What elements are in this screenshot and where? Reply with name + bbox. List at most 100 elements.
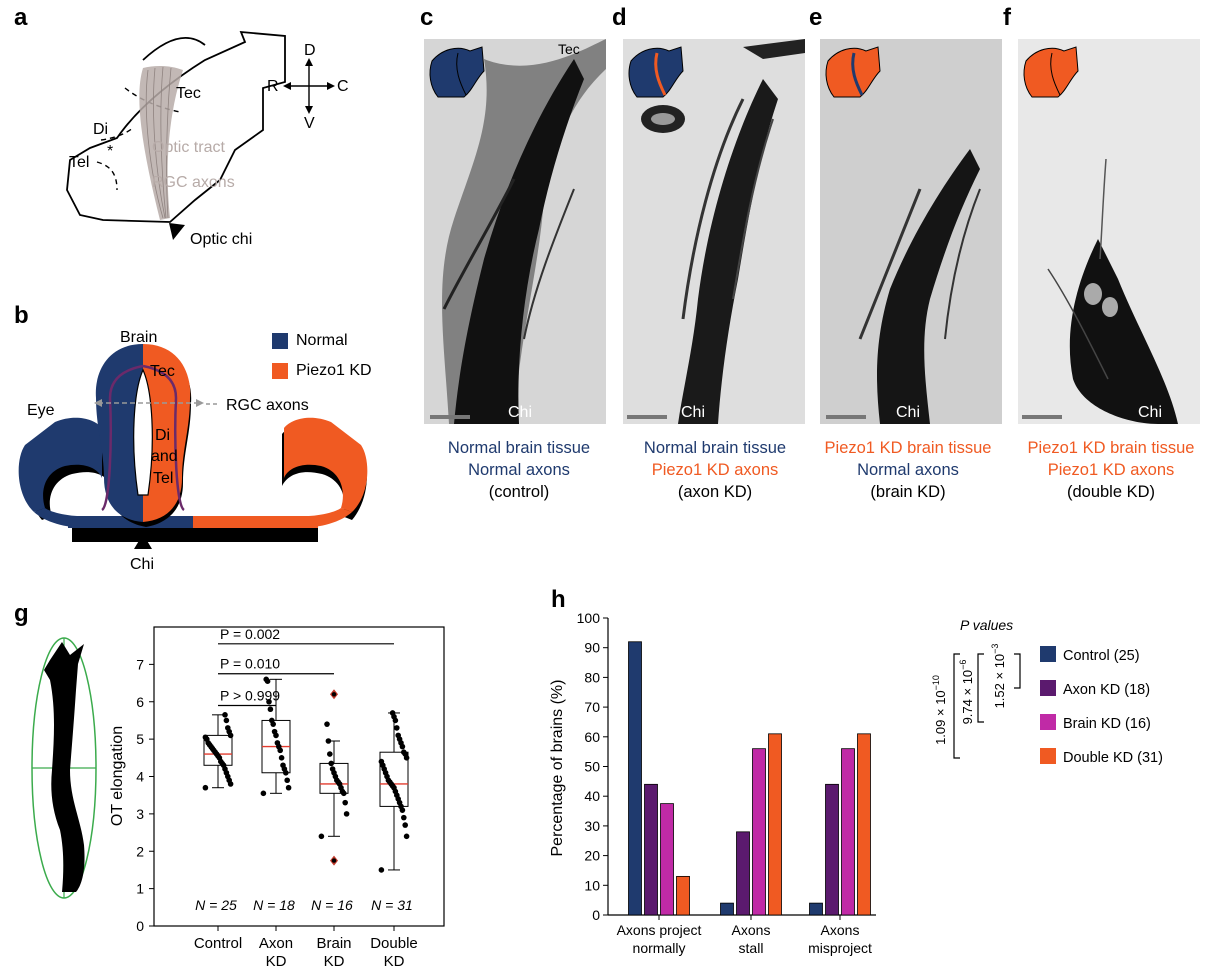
- label-chi: Chi: [130, 556, 154, 573]
- data-point: [324, 721, 330, 727]
- panel-label-d: d: [612, 4, 627, 31]
- caption-f-line2: Piezo1 KD axons: [1047, 461, 1175, 479]
- data-point: [401, 814, 407, 821]
- panel-label-c: c: [420, 4, 434, 31]
- outlier-dot: [331, 858, 337, 863]
- outlier-point: [330, 689, 338, 700]
- bar: [768, 733, 782, 916]
- dorsal-chimera-diagram: Brain Tec Di and Tel Eye RGC axons Chi: [18, 329, 368, 573]
- micro-e-bottom-label: Chi: [896, 404, 920, 421]
- chart-h-ytick-label: 40: [584, 788, 600, 804]
- data-point: [327, 751, 333, 757]
- legend-b-label-normal: Normal: [296, 332, 348, 349]
- box-iqr: [379, 751, 409, 807]
- chart-h-ytick-label: 60: [584, 729, 600, 745]
- data-point: [263, 676, 269, 683]
- chart-h-ytick-label: 50: [584, 759, 600, 775]
- caption-d: Normal brain tissue Piezo1 KD axons (axo…: [615, 437, 815, 503]
- significance-label: P = 0.010: [220, 656, 280, 672]
- panel-label-b: b: [14, 302, 29, 329]
- ot-elongation-schematic: [31, 637, 97, 899]
- data-point: [325, 738, 332, 744]
- chart-h-marks: [628, 641, 871, 916]
- label-b-tec: Tec: [150, 363, 175, 380]
- legend-b-item-kd: Piezo1 KD: [272, 362, 372, 380]
- chart-g-n-label: N = 31: [371, 897, 413, 913]
- label-optic-tract: Optic tract: [152, 139, 225, 156]
- chart-g-n-label: N = 16: [311, 897, 353, 913]
- p-value-2: 9.74 × 10−6: [958, 660, 975, 725]
- chart-g-xtick-label: Brain: [316, 935, 351, 952]
- tel-boundary: [96, 161, 118, 191]
- label-b-tel: Tel: [153, 470, 173, 487]
- data-point: [401, 749, 407, 756]
- legend-swatch: [1040, 646, 1056, 662]
- bar: [825, 783, 839, 916]
- panel-label-a: a: [14, 4, 28, 31]
- micrograph-e: Chi: [820, 39, 1002, 424]
- optic-chi-arrowhead: [169, 223, 185, 240]
- chart-h-group-label-line2: misproject: [808, 940, 872, 956]
- data-point: [403, 833, 410, 840]
- caption-c-line1: Normal brain tissue: [447, 439, 591, 457]
- data-point: [284, 777, 290, 784]
- data-point: [395, 732, 402, 739]
- chart-g-xtick-label-line2: KD: [384, 953, 405, 967]
- legend-b-item-normal: Normal: [272, 332, 372, 350]
- panel-label-f: f: [1003, 4, 1011, 31]
- label-tec: Tec: [176, 85, 201, 102]
- label-brain: Brain: [120, 329, 157, 346]
- compass-c: C: [337, 78, 349, 95]
- data-point: [328, 760, 334, 767]
- compass-d: D: [304, 42, 316, 59]
- data-point: [225, 725, 231, 731]
- chart-h-group-label-line2: normally: [633, 940, 686, 956]
- chart-h-ytick-label: 10: [584, 877, 600, 893]
- outlier-point: [330, 855, 338, 866]
- left-eye-shape: [18, 417, 102, 512]
- chart-g-ytick-label: 5: [136, 731, 144, 747]
- legend-b-swatch-kd: [272, 363, 288, 379]
- panel-label-h: h: [551, 586, 566, 613]
- caption-f-line1: Piezo1 KD brain tissue: [1027, 439, 1195, 457]
- p-value-3: 1.52 × 10−3: [990, 644, 1007, 709]
- right-eye-shape: [284, 417, 368, 512]
- bar: [676, 875, 690, 916]
- data-point: [271, 728, 278, 735]
- chart-g-xtick-label-line2: KD: [266, 953, 287, 967]
- chart-g-marks: P > 0.999 P = 0.010 P = 0.002: [202, 626, 410, 873]
- data-point: [389, 710, 396, 716]
- brain-sagittal-diagram: Tec Di Tel * Optic tract RGC axons Optic…: [66, 30, 349, 248]
- legend-label: Control (25): [1063, 648, 1140, 664]
- micro-c-top-label: Tec: [558, 41, 580, 57]
- bar: [644, 783, 658, 916]
- data-point: [394, 725, 400, 731]
- bar: [720, 902, 734, 916]
- data-point: [402, 822, 409, 828]
- chart-g-ytick-label: 6: [136, 694, 144, 710]
- data-point: [202, 734, 209, 741]
- caption-e-line3: (brain KD): [870, 483, 946, 501]
- panel-label-g: g: [14, 600, 29, 627]
- chart-h-ytick-label: 80: [584, 669, 600, 685]
- chart-g-n-label: N = 18: [253, 897, 295, 913]
- data-point: [266, 698, 272, 705]
- chart-g-xtick-label-line2: KD: [324, 953, 345, 967]
- chart-h-group-label: Axons: [732, 922, 771, 938]
- label-b-di: Di: [155, 427, 170, 444]
- bar: [841, 748, 855, 916]
- brain-outline-top: [142, 37, 206, 61]
- label-rgc-axons-a: RGC axons: [152, 174, 235, 191]
- chi-arrowhead: [134, 534, 152, 549]
- legend-swatch: [1040, 748, 1056, 764]
- chart-g-xtick-label: Axon: [259, 935, 293, 952]
- micrograph-f: Chi: [1018, 39, 1200, 424]
- chart-h: 0 10 20 30 40 50 60 70 80 90 100 Axons project norma…: [549, 610, 876, 956]
- caption-e: Piezo1 KD brain tissue Normal axons (bra…: [808, 437, 1008, 503]
- data-point: [378, 758, 385, 765]
- compass-v: V: [304, 115, 315, 132]
- label-di: Di: [93, 121, 108, 138]
- brain-left-normal: [95, 344, 143, 522]
